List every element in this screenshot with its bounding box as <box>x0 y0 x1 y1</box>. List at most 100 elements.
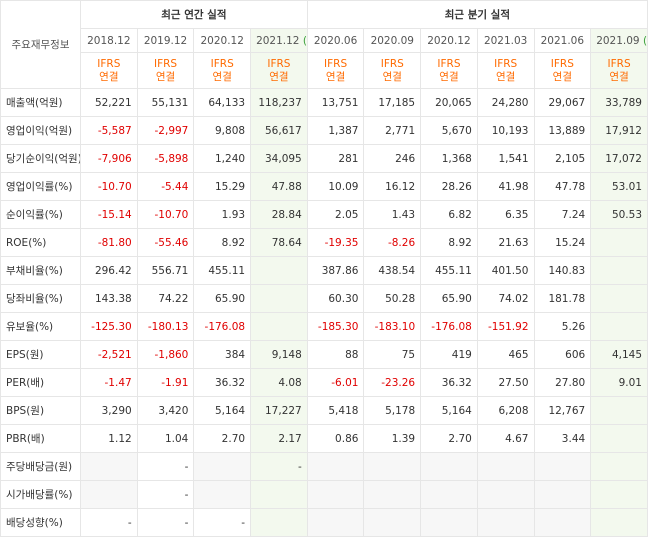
period-header: 2021.12 (E) <box>250 28 308 53</box>
value-cell: -1,860 <box>136 340 195 369</box>
value-cell: 27.80 <box>533 368 592 397</box>
standard-header: IFRS 연결 <box>363 52 422 89</box>
row-label: 당기순이익(억원) <box>0 144 81 173</box>
scope: 연결 <box>99 70 119 83</box>
data-row: 당좌비율(%) 143.38 74.22 65.90 60.30 50.28 65.90 74… <box>0 284 648 313</box>
empty-cell <box>250 312 308 341</box>
value-cell: 401.50 <box>476 256 535 285</box>
empty-cell <box>363 480 422 509</box>
empty-cell <box>250 284 308 313</box>
value-cell: 9,808 <box>193 116 252 145</box>
value-cell: 16.12 <box>363 172 422 201</box>
row-label: 부채비율(%) <box>0 256 81 285</box>
empty-cell <box>306 480 365 509</box>
standard-header: IFRS 연결 <box>476 52 535 89</box>
value-cell: 24,280 <box>476 88 535 117</box>
value-cell: -10.70 <box>80 172 138 201</box>
empty-cell <box>363 452 422 481</box>
standard: IFRS <box>97 57 121 70</box>
period-header: 2020.12 <box>420 28 478 53</box>
data-row: 배당성향(%) - - - <box>0 508 648 537</box>
value-cell: 419 <box>420 340 478 369</box>
group-header: 최근 연간 실적 <box>80 0 308 29</box>
period: 2020.09 <box>370 34 414 47</box>
value-cell: -6.01 <box>306 368 365 397</box>
header-row: 주요재무정보 최근 연간 실적 최근 분기 실적 <box>0 0 648 89</box>
value-cell: 8.92 <box>193 228 252 257</box>
value-cell: 36.32 <box>193 368 252 397</box>
value-cell: 5,178 <box>363 396 422 425</box>
value-cell: 74.22 <box>136 284 195 313</box>
standard-header: IFRS 연결 <box>533 52 592 89</box>
value-cell: 88 <box>306 340 365 369</box>
value-cell: 3,420 <box>136 396 195 425</box>
standard-header: IFRS 연결 <box>420 52 478 89</box>
value-cell: 9.01 <box>590 368 648 397</box>
value-cell: 3,290 <box>80 396 138 425</box>
data-row: 유보율(%) -125.30 -180.13 -176.08 -185.30 -183.1… <box>0 312 648 341</box>
value-cell: 4.67 <box>476 424 535 453</box>
scope: 연결 <box>155 70 176 83</box>
empty-cell <box>590 228 648 257</box>
value-cell: -7,906 <box>80 144 138 173</box>
value-cell: - <box>136 508 195 537</box>
empty-cell <box>363 508 422 537</box>
scope: 연결 <box>439 70 459 83</box>
value-cell: -2,521 <box>80 340 138 369</box>
standard-header: IFRS 연결 <box>80 52 138 89</box>
value-cell: 10,193 <box>476 116 535 145</box>
value-cell: 17,912 <box>590 116 648 145</box>
scope: 연결 <box>325 70 346 83</box>
value-cell: - <box>193 508 252 537</box>
value-cell: -5,587 <box>80 116 138 145</box>
standard-header: IFRS 연결 <box>193 52 252 89</box>
row-label: 배당성향(%) <box>0 508 81 537</box>
value-cell: 15.29 <box>193 172 252 201</box>
period-header: 2021.06 <box>533 28 592 53</box>
value-cell: 50.28 <box>363 284 422 313</box>
period-header: 2020.12 <box>193 28 252 53</box>
value-cell: 0.86 <box>306 424 365 453</box>
value-cell: 20,065 <box>420 88 478 117</box>
value-cell: 384 <box>193 340 252 369</box>
value-cell: -15.14 <box>80 200 138 229</box>
value-cell: 1.43 <box>363 200 422 229</box>
period: 2019.12 <box>143 34 188 47</box>
value-cell: 2.70 <box>420 424 478 453</box>
value-cell: -183.10 <box>363 312 422 341</box>
period-header: 2019.12 <box>136 28 195 53</box>
value-cell: -19.35 <box>306 228 365 257</box>
data-row: PER(배) -1.47 -1.91 36.32 4.08 -6.01 -23.26 36.3… <box>0 368 648 397</box>
standard: IFRS <box>494 57 518 70</box>
data-row: 순이익률(%) -15.14 -10.70 1.93 28.84 2.05 1.43 6.82… <box>0 200 648 229</box>
standard: IFRS <box>210 57 234 70</box>
value-cell: 4.08 <box>250 368 308 397</box>
value-cell: 15.24 <box>533 228 592 257</box>
period-header: 2021.09 (E) <box>590 28 648 53</box>
standard: IFRS <box>324 57 348 70</box>
value-cell: 5.26 <box>533 312 592 341</box>
value-cell: 64,133 <box>193 88 252 117</box>
value-cell: -176.08 <box>193 312 252 341</box>
value-cell: 1.93 <box>193 200 252 229</box>
empty-cell <box>80 452 138 481</box>
value-cell: 2.17 <box>250 424 308 453</box>
value-cell: 8.92 <box>420 228 478 257</box>
empty-cell <box>420 480 478 509</box>
data-row: ROE(%) -81.80 -55.46 8.92 78.64 -19.35 -8.26 8.… <box>0 228 648 257</box>
header-row: 2018.12 2019.12 2020.12 2021.12 (E) 2020.06 2… <box>1 28 648 53</box>
period: 2018.12 <box>87 34 131 47</box>
value-cell: 118,237 <box>250 88 308 117</box>
value-cell: 246 <box>363 144 422 173</box>
value-cell: 4,145 <box>590 340 648 369</box>
value-cell: 74.02 <box>476 284 535 313</box>
value-cell: 47.78 <box>533 172 592 201</box>
value-cell: -1.47 <box>80 368 138 397</box>
value-cell: 60.30 <box>306 284 365 313</box>
value-cell: 1.12 <box>80 424 138 453</box>
empty-cell <box>590 312 648 341</box>
row-label: PBR(배) <box>0 424 81 453</box>
period: 2021.03 <box>483 34 528 47</box>
estimate-mark: (E) <box>302 34 307 47</box>
